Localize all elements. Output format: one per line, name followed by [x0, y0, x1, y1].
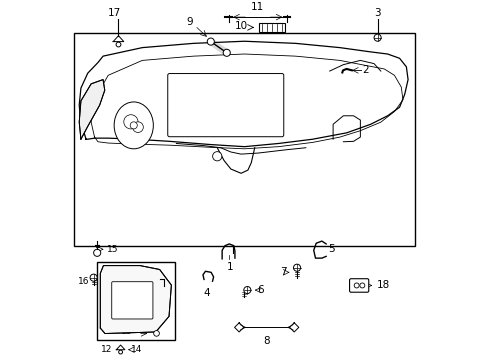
Text: 16: 16: [78, 277, 89, 286]
Text: 9: 9: [186, 17, 192, 27]
Text: 18: 18: [376, 280, 389, 291]
Text: 11: 11: [250, 3, 264, 13]
Text: 8: 8: [263, 336, 269, 346]
Circle shape: [353, 283, 358, 288]
Text: 1: 1: [226, 262, 233, 272]
Circle shape: [293, 264, 300, 271]
Bar: [74, 33, 414, 246]
FancyBboxPatch shape: [167, 73, 283, 137]
Circle shape: [207, 38, 214, 45]
Circle shape: [116, 42, 121, 47]
Circle shape: [119, 350, 122, 354]
Circle shape: [223, 49, 230, 57]
Circle shape: [153, 330, 159, 336]
Bar: [97, 262, 175, 340]
Circle shape: [123, 115, 138, 129]
FancyBboxPatch shape: [111, 282, 153, 319]
Circle shape: [93, 249, 101, 256]
Circle shape: [90, 274, 97, 281]
Circle shape: [130, 122, 137, 129]
Text: 17: 17: [108, 8, 122, 18]
Text: 12: 12: [101, 345, 113, 354]
Text: 3: 3: [373, 8, 380, 18]
Polygon shape: [100, 266, 171, 333]
FancyBboxPatch shape: [258, 23, 285, 32]
Ellipse shape: [114, 102, 153, 149]
FancyBboxPatch shape: [349, 279, 368, 292]
Circle shape: [359, 283, 364, 288]
Polygon shape: [79, 80, 104, 139]
Text: 2: 2: [362, 66, 368, 75]
Text: 10: 10: [234, 21, 247, 31]
Text: 7: 7: [279, 267, 286, 277]
Circle shape: [373, 34, 380, 41]
Circle shape: [244, 287, 250, 294]
Text: 15: 15: [107, 245, 119, 254]
Text: 5: 5: [327, 244, 334, 254]
Text: 14: 14: [131, 345, 142, 354]
Text: 6: 6: [257, 285, 264, 295]
Text: 4: 4: [203, 288, 209, 298]
Circle shape: [132, 122, 143, 132]
Text: 13: 13: [121, 327, 132, 336]
Circle shape: [212, 152, 222, 161]
